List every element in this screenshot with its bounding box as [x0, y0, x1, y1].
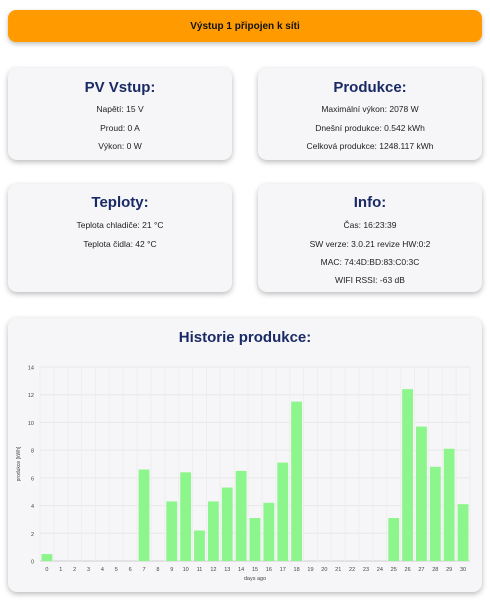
bar-day-14: [235, 470, 247, 561]
info-time: Čas: 16:23:39: [343, 220, 397, 230]
x-tick-label: 9: [170, 567, 173, 573]
x-tick-label: 18: [294, 567, 300, 573]
info-title: Info:: [353, 194, 387, 211]
cooler-temperature: Teplota chladiče: 21 °C: [76, 220, 164, 230]
bar-day-15: [249, 518, 261, 561]
x-tick-label: 7: [143, 567, 146, 573]
x-tick-label: 14: [238, 567, 244, 573]
bar-day-7: [138, 469, 150, 561]
x-tick-label: 8: [156, 567, 159, 573]
x-tick-label: 25: [391, 567, 397, 573]
history-card: Historie produkce: 0 2 4 6 8 10 12 14 0 1 2 3 4 5 6 7 8 9…: [8, 318, 482, 592]
bar-day-25: [388, 518, 400, 561]
status-banner-text: Výstup 1 připojen k síti: [190, 20, 300, 32]
bar-day-11: [194, 530, 205, 561]
bar-day-17: [277, 462, 289, 561]
bar-day-0: [41, 554, 53, 561]
x-tick-label: 4: [101, 567, 104, 573]
x-tick-label: 24: [377, 567, 383, 573]
x-tick-label: 17: [280, 567, 286, 573]
y-axis-label: produkce [kWh]: [16, 446, 22, 481]
y-tick-label: 6: [31, 476, 34, 482]
production-total: Celková produkce: 1248.117 kWh: [306, 141, 434, 151]
bar-day-10: [180, 472, 192, 561]
y-tick-label: 2: [31, 532, 34, 538]
history-title: Historie produkce:: [178, 329, 312, 346]
x-tick-label: 10: [183, 567, 189, 573]
info-wifi-rssi: WIFI RSSI: -63 dB: [335, 275, 405, 285]
y-tick-label: 8: [31, 449, 34, 455]
x-tick-label: 1: [59, 567, 62, 573]
status-banner: Výstup 1 připojen k síti: [8, 10, 482, 42]
bar-day-13: [221, 487, 233, 561]
x-tick-label: 13: [224, 567, 230, 573]
sensor-temperature: Teplota čidla: 42 °C: [83, 239, 157, 249]
production-card: Produkce: Maximální výkon: 2078 W Dnešní…: [258, 68, 482, 160]
bar-day-9: [166, 501, 178, 561]
x-tick-label: 19: [307, 567, 313, 573]
info-mac: MAC: 74:4D:BD:83:C0:3C: [320, 257, 420, 267]
bar-day-26: [402, 389, 413, 561]
x-tick-label: 3: [87, 567, 90, 573]
x-tick-label: 0: [45, 567, 48, 573]
x-tick-label: 30: [460, 567, 466, 573]
x-tick-label: 15: [252, 567, 258, 573]
pv-power: Výkon: 0 W: [98, 141, 142, 151]
bar-day-12: [207, 501, 219, 561]
x-tick-label: 2: [73, 567, 76, 573]
bar-day-27: [416, 426, 427, 561]
bar-day-16: [263, 502, 275, 561]
temperatures-card: Teploty: Teplota chladiče: 21 °C Teplota…: [8, 184, 232, 292]
x-tick-label: 28: [432, 567, 438, 573]
production-today: Dnešní produkce: 0.542 kWh: [315, 123, 425, 133]
x-tick-label: 5: [115, 567, 118, 573]
info-sw-version: SW verze: 3.0.21 revize HW:0:2: [309, 239, 431, 249]
x-tick-label: 21: [335, 567, 341, 573]
temperatures-title: Teploty:: [91, 194, 149, 211]
x-tick-label: 20: [321, 567, 327, 573]
info-card: Info: Čas: 16:23:39 SW verze: 3.0.21 rev…: [258, 184, 482, 292]
x-tick-label: 11: [197, 567, 203, 573]
x-tick-label: 22: [349, 567, 355, 573]
x-tick-label: 27: [418, 567, 424, 573]
y-tick-label: 12: [28, 393, 34, 399]
x-axis-label: days ago: [244, 576, 266, 582]
bar-day-28: [429, 466, 441, 561]
pv-current: Proud: 0 A: [100, 123, 140, 133]
pv-input-card: PV Vstup: Napětí: 15 V Proud: 0 A Výkon:…: [8, 68, 232, 160]
x-tick-label: 6: [129, 567, 132, 573]
production-max-power: Maximální výkon: 2078 W: [321, 104, 419, 114]
x-tick-label: 12: [210, 567, 216, 573]
pv-voltage: Napětí: 15 V: [96, 104, 144, 114]
bar-day-18: [291, 401, 303, 561]
x-tick-label: 26: [405, 567, 411, 573]
y-tick-label: 4: [31, 504, 34, 510]
x-tick-label: 29: [446, 567, 452, 573]
y-tick-label: 0: [31, 560, 34, 566]
production-title: Produkce:: [333, 79, 407, 96]
x-tick-label: 23: [363, 567, 369, 573]
pv-input-title: PV Vstup:: [84, 79, 156, 96]
bar-day-29: [443, 448, 455, 561]
bar-day-30: [457, 504, 469, 561]
y-tick-label: 14: [28, 366, 34, 372]
x-tick-label: 16: [266, 567, 272, 573]
y-tick-label: 10: [28, 421, 34, 427]
